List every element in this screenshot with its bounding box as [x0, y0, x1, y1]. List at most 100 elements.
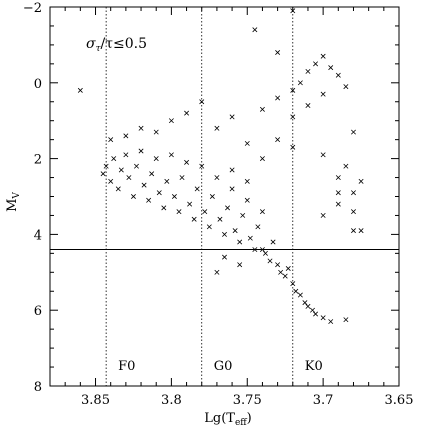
- data-point: [134, 163, 139, 169]
- data-point: [149, 171, 155, 177]
- data-point: [282, 273, 288, 279]
- y-tick-label: 8: [34, 380, 42, 395]
- data-point: [111, 156, 117, 162]
- data-point: [285, 266, 291, 271]
- data-point: [237, 262, 243, 268]
- data-point: [115, 186, 121, 192]
- data-point: [302, 300, 308, 306]
- data-point: [320, 53, 326, 59]
- y-axis-tick-labels: −2 0 2 4 6 8: [23, 1, 42, 395]
- x-tick-label: 3.85: [81, 393, 110, 408]
- data-point: [191, 216, 197, 222]
- data-point: [343, 317, 349, 323]
- data-point: [335, 201, 341, 207]
- data-point: [146, 197, 152, 203]
- data-point: [141, 182, 147, 188]
- data-point: [214, 269, 220, 275]
- data-point: [123, 152, 129, 158]
- data-point: [176, 209, 182, 215]
- sigma-annotation: στ/τ≤0.5: [86, 36, 147, 54]
- x-tick-label: 3.75: [233, 393, 262, 408]
- data-point: [138, 125, 144, 131]
- data-point: [313, 61, 319, 67]
- data-point: [108, 178, 114, 184]
- data-point: [275, 262, 281, 268]
- data-point: [358, 178, 364, 184]
- x-axis-ticks: [49, 7, 400, 386]
- plot-frame: [49, 6, 400, 387]
- data-point: [320, 212, 326, 218]
- data-point: [275, 49, 281, 55]
- data-point: [100, 171, 106, 177]
- data-point: [77, 87, 83, 93]
- data-point: [305, 103, 311, 109]
- y-tick-label: 2: [34, 153, 42, 168]
- data-point: [275, 95, 281, 101]
- data-point: [252, 27, 258, 33]
- data-point: [290, 87, 296, 93]
- data-point: [168, 152, 174, 158]
- data-point: [138, 148, 144, 154]
- data-point: [118, 167, 124, 173]
- x-tick-label: 3.7: [313, 393, 334, 408]
- data-point: [156, 190, 162, 196]
- data-point: [214, 175, 220, 181]
- data-point: [194, 186, 200, 192]
- y-axis-label: MV: [5, 192, 22, 212]
- data-point: [297, 292, 303, 298]
- data-point: [305, 68, 311, 74]
- data-point: [255, 224, 261, 230]
- data-point: [187, 201, 193, 207]
- x-axis-label: Lg(Teff): [204, 411, 252, 428]
- data-point: [328, 65, 334, 71]
- data-point: [320, 315, 326, 321]
- data-point: [130, 194, 136, 199]
- data-point: [229, 167, 235, 173]
- data-point: [164, 178, 170, 184]
- data-point: [222, 231, 227, 237]
- data-point: [217, 216, 223, 222]
- data-point: [350, 190, 356, 196]
- data-point: [184, 159, 190, 165]
- data-point: [259, 156, 265, 162]
- data-point: [229, 114, 235, 120]
- data-point: [244, 197, 250, 203]
- data-point: [244, 178, 250, 184]
- data-point: [244, 140, 250, 146]
- data-point: [222, 254, 227, 260]
- scatter-points: [77, 8, 364, 325]
- x-axis-tick-labels: 3.85 3.8 3.75 3.7 3.65: [81, 393, 413, 408]
- data-point: [168, 118, 174, 124]
- data-point: [335, 175, 341, 181]
- reference-label: F0: [118, 359, 135, 374]
- data-point: [214, 125, 220, 131]
- data-point: [335, 72, 341, 78]
- reference-label: K0: [305, 359, 323, 374]
- data-point: [350, 228, 356, 234]
- data-point: [153, 156, 159, 162]
- data-point: [320, 91, 326, 97]
- y-tick-label: 4: [34, 228, 42, 243]
- data-point: [278, 269, 284, 275]
- data-point: [126, 175, 132, 181]
- spectral-type-labels: F0 G0 K0: [118, 359, 323, 374]
- data-point: [350, 209, 356, 215]
- x-tick-label: 3.8: [161, 393, 182, 408]
- data-point: [237, 239, 243, 245]
- data-point: [328, 319, 334, 325]
- data-point: [161, 205, 167, 211]
- reference-label: G0: [214, 359, 233, 374]
- data-point: [267, 258, 273, 264]
- data-point: [184, 110, 190, 116]
- data-point: [275, 137, 281, 143]
- data-point: [232, 228, 238, 234]
- data-point: [313, 311, 319, 317]
- data-point: [343, 84, 349, 90]
- data-point: [247, 235, 253, 241]
- data-point: [209, 194, 215, 199]
- data-point: [259, 209, 265, 215]
- data-point: [270, 239, 276, 245]
- y-tick-label: 6: [34, 304, 42, 319]
- x-tick-label: 3.65: [385, 393, 414, 408]
- data-point: [179, 175, 185, 181]
